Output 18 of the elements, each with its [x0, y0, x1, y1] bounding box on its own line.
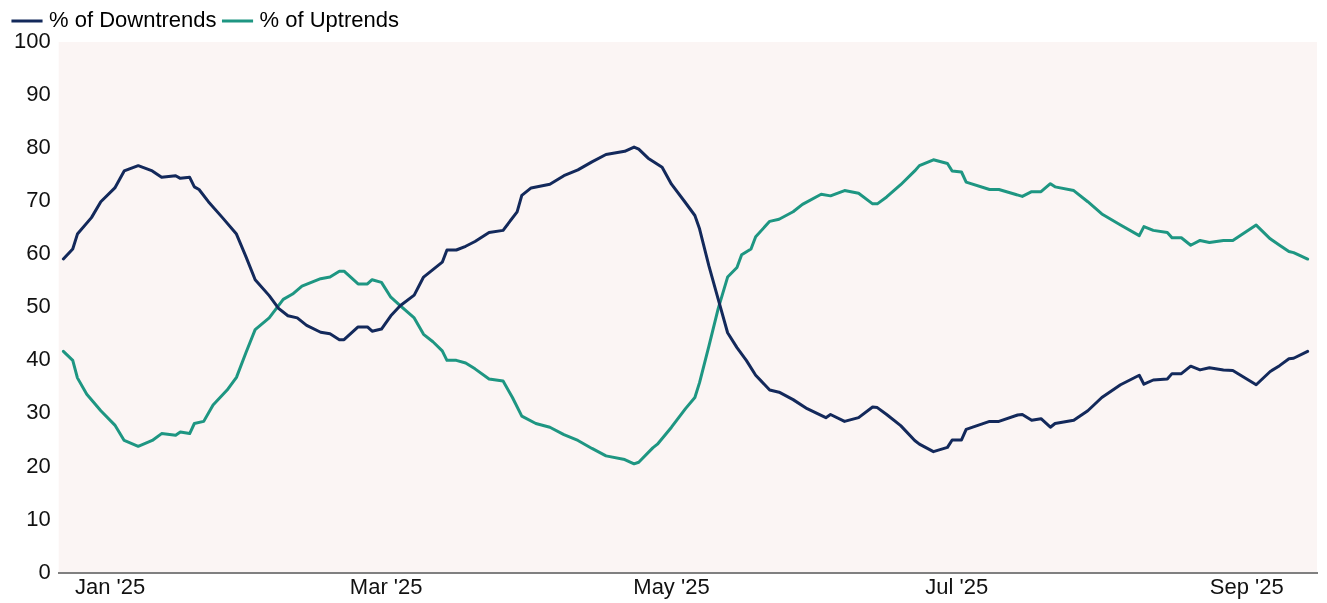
y-tick-label: 10 [26, 505, 51, 531]
legend-label: % of Uptrends [259, 7, 399, 33]
x-tick-label: Mar '25 [349, 573, 423, 599]
y-tick-label: 80 [26, 134, 51, 160]
y-tick-label: 50 [26, 293, 51, 319]
x-tick-label: May '25 [633, 573, 710, 599]
x-tick-label: Jul '25 [925, 573, 989, 599]
y-tick-label: 60 [26, 240, 51, 266]
y-tick-label: 0 [38, 558, 51, 584]
y-tick-label: 20 [26, 452, 51, 478]
y-tick-label: 90 [26, 81, 51, 107]
x-tick-label: Sep '25 [1209, 573, 1284, 599]
legend-label: % of Downtrends [49, 7, 217, 33]
y-tick-label: 100 [13, 28, 51, 54]
x-tick-label: Jan '25 [75, 573, 146, 599]
y-tick-label: 70 [26, 187, 51, 213]
y-tick-label: 40 [26, 346, 51, 372]
y-tick-label: 30 [26, 399, 51, 425]
